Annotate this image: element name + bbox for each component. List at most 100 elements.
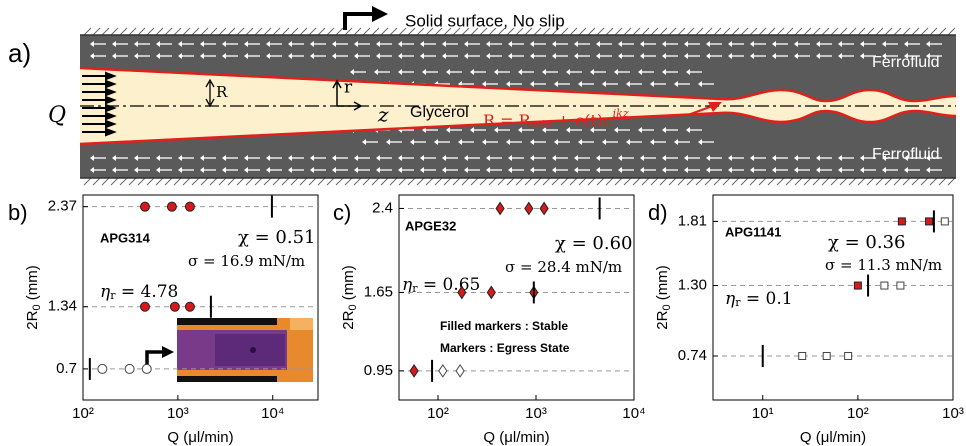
eta-val: = 0.1 — [740, 289, 792, 309]
flow-arrowhead — [860, 167, 864, 173]
hatch — [308, 177, 317, 186]
wall-arrowhead — [372, 6, 388, 22]
flow-arrowhead — [638, 127, 642, 133]
flow-arrowhead — [750, 155, 754, 161]
x-tick-label: 10² — [847, 405, 869, 422]
inlet-arrowhead — [105, 111, 117, 121]
point — [169, 301, 180, 312]
flow-arrowhead — [662, 167, 666, 173]
flow-arrowhead — [794, 167, 798, 173]
note: Markers : Egress State — [440, 341, 570, 355]
flow-arrowhead — [332, 53, 336, 59]
sample-label: APGE32 — [405, 218, 456, 233]
hatch — [605, 27, 614, 36]
flow-arrowhead — [530, 167, 534, 173]
hatch — [353, 177, 362, 186]
hatch — [695, 27, 704, 36]
flow-arrowhead — [134, 53, 138, 59]
hatch — [803, 27, 812, 36]
hatch — [272, 177, 281, 186]
hatch — [128, 177, 137, 186]
flow-arrowhead — [706, 155, 710, 161]
flow-arrowhead — [614, 69, 618, 75]
hatch — [596, 177, 605, 186]
inlet-arrowhead — [105, 103, 117, 113]
eq-part: + ϵ(t)e — [552, 111, 613, 130]
flow-arrowhead — [750, 41, 754, 47]
flow-arrowhead — [772, 167, 776, 173]
flow-arrowhead — [626, 139, 630, 145]
flow-arrowhead — [904, 53, 908, 59]
x-tick-label: 10⁴ — [261, 405, 284, 422]
x-tick-label: 10² — [72, 405, 94, 422]
hatch — [857, 27, 866, 36]
point — [880, 281, 889, 290]
eta-sub: r — [735, 296, 741, 309]
hatch — [695, 177, 704, 186]
hatch — [164, 27, 173, 36]
hatch — [767, 177, 776, 186]
point — [141, 363, 152, 374]
flow-arrowhead — [244, 167, 248, 173]
hatch — [623, 177, 632, 186]
flow-arrowhead — [354, 41, 358, 47]
hatch — [281, 27, 290, 36]
flow-arrowhead — [350, 69, 354, 75]
hatch — [380, 177, 389, 186]
hatch — [191, 27, 200, 36]
hatch — [281, 177, 290, 186]
flow-arrowhead — [838, 53, 842, 59]
hatch — [407, 27, 416, 36]
y-tick-label: 1.81 — [678, 212, 707, 229]
point — [940, 217, 949, 226]
hatch — [659, 27, 668, 36]
hatch — [497, 177, 506, 186]
flow-arrowhead — [640, 167, 644, 173]
flow-arrowhead — [482, 139, 486, 145]
hatch — [209, 27, 218, 36]
hatch — [794, 177, 803, 186]
point — [524, 201, 534, 216]
flow-arrowhead — [200, 41, 204, 47]
hatch — [605, 177, 614, 186]
flow-arrowhead — [618, 155, 622, 161]
flow-arrowhead — [486, 53, 490, 59]
hatch — [290, 177, 299, 186]
flow-arrowhead — [816, 167, 820, 173]
point — [897, 217, 906, 226]
flow-arrowhead — [422, 69, 426, 75]
point — [184, 201, 195, 212]
flow-arrowhead — [926, 155, 930, 161]
hatch — [686, 177, 695, 186]
flow-arrowhead — [200, 53, 204, 59]
flow-arrowhead — [530, 81, 534, 87]
flow-arrowhead — [374, 69, 378, 75]
hatch — [587, 177, 596, 186]
hatch — [569, 27, 578, 36]
hatch — [614, 177, 623, 186]
hatch — [470, 177, 479, 186]
flow-arrowhead — [376, 155, 380, 161]
hatch — [488, 27, 497, 36]
inset-dot — [250, 347, 256, 353]
flow-arrowhead — [420, 167, 424, 173]
flow-arrowhead — [420, 53, 424, 59]
flow-arrowhead — [640, 41, 644, 47]
flow-arrowhead — [882, 41, 886, 47]
plot-frame — [398, 194, 635, 401]
hatch — [362, 27, 371, 36]
y-tick-label: 2.37 — [48, 198, 77, 215]
hatch — [416, 27, 425, 36]
flow-arrowhead — [566, 127, 570, 133]
flow-arrowhead — [772, 53, 776, 59]
flow-arrowhead — [354, 167, 358, 173]
point — [409, 363, 419, 378]
hatch — [839, 177, 848, 186]
hatch — [677, 177, 686, 186]
flow-arrowhead — [420, 41, 424, 47]
hatch — [560, 177, 569, 186]
flow-arrowhead — [662, 69, 666, 75]
flow-arrowhead — [596, 41, 600, 47]
flow-arrowhead — [386, 139, 390, 145]
hatch — [506, 177, 515, 186]
